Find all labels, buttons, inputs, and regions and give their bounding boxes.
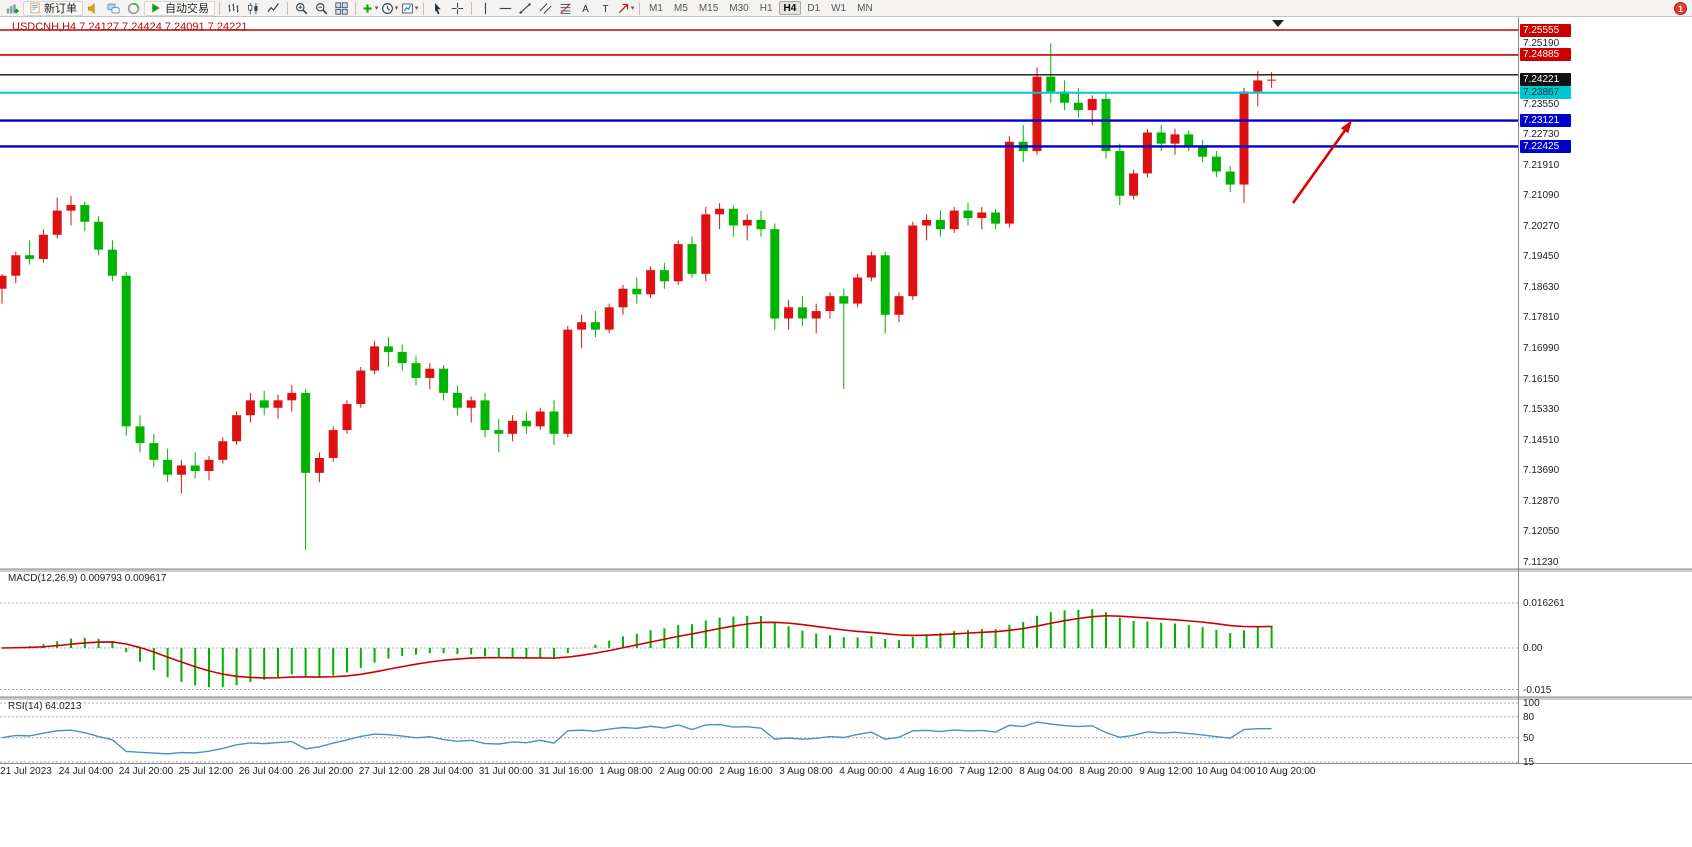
toolbar: 新订单 自动交易 ▾ ▾ ▾ A T ▾ M1 M5 M15 M30 H1 H4 D1 W1 MN [0,0,1692,17]
bar-chart-icon[interactable] [224,1,243,16]
timeframe-h1[interactable]: H1 [759,3,773,14]
arrow-annotation [1291,128,1348,204]
timeframe-m30[interactable]: M30 [729,3,749,14]
fibonacci-icon[interactable] [556,1,575,16]
time-axis[interactable] [0,763,1518,781]
channel-icon[interactable] [536,1,555,16]
timeframe-m5[interactable]: M5 [673,3,688,14]
periods-icon[interactable]: ▾ [380,1,399,16]
cursor-icon[interactable] [428,1,447,16]
templates-icon[interactable]: ▾ [400,1,419,16]
chart-shift-marker [1272,20,1284,27]
chart-ohlc-readout: USDCNH,H4 7.24127 7.24424 7.24091 7.2422… [12,21,248,33]
timeframe-d1[interactable]: D1 [807,3,821,14]
svg-text:A: A [582,4,589,15]
arrows-icon[interactable]: ▾ [616,1,635,16]
timeframe-m15[interactable]: M15 [698,3,719,14]
timeframe-m1[interactable]: M1 [649,3,663,14]
tile-windows-icon[interactable] [332,1,351,16]
price-axis[interactable] [1519,17,1572,763]
toolbar-separator [471,1,472,15]
toolbar-separator [287,1,288,15]
timeframe-w1[interactable]: W1 [831,3,847,14]
macd-indicator-label: MACD(12,26,9) 0.009793 0.009617 [8,573,167,584]
timeframe-mn[interactable]: MN [857,3,873,14]
text-icon[interactable]: A [576,1,595,16]
chart-plus-icon[interactable] [3,1,22,16]
trendline-icon[interactable] [516,1,535,16]
zoom-in-icon[interactable] [292,1,311,16]
horizontal-line-icon[interactable] [496,1,515,16]
auto-trading-button[interactable]: 自动交易 [144,0,215,16]
zoom-out-icon[interactable] [312,1,331,16]
label-icon[interactable]: T [596,1,615,16]
timeframe-h4[interactable]: H4 [778,1,802,15]
crosshair-icon[interactable] [448,1,467,16]
line-chart-icon[interactable] [264,1,283,16]
chat-icon[interactable] [104,1,123,16]
notification-badge[interactable]: 1 [1674,2,1687,15]
toolbar-separator [423,1,424,15]
macd-signal-line [1,614,1272,679]
candlestick-icon[interactable] [244,1,263,16]
rsi-indicator-label: RSI(14) 64.0213 [8,701,82,712]
sound-icon[interactable] [84,1,103,16]
toolbar-separator [355,1,356,15]
new-order-button[interactable]: 新订单 [23,0,83,16]
toolbar-separator [639,1,640,15]
svg-text:T: T [603,4,609,15]
toolbar-separator [219,1,220,15]
indicators-icon[interactable]: ▾ [360,1,379,16]
rsi-line [1,721,1272,755]
mql-community-icon[interactable] [124,1,143,16]
vertical-line-icon[interactable] [476,1,495,16]
